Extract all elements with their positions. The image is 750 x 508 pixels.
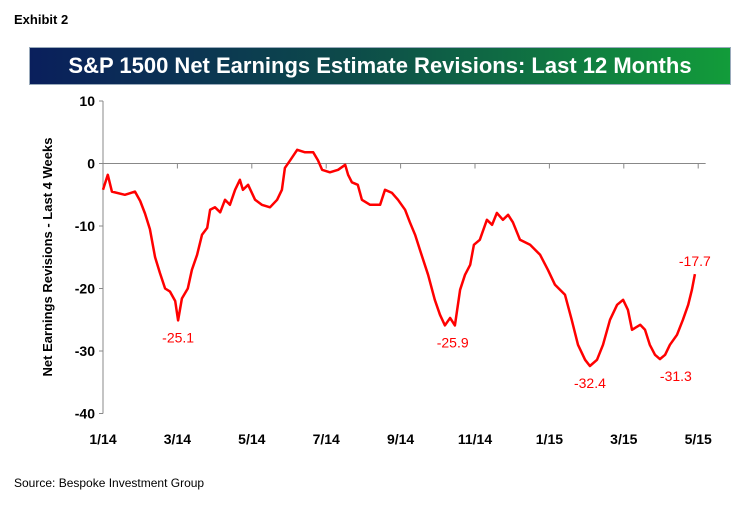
data-label: -17.7: [679, 253, 711, 269]
chart-title: S&P 1500 Net Earnings Estimate Revisions…: [68, 53, 692, 78]
x-tick-label: 7/14: [313, 431, 340, 447]
y-tick-label: -20: [75, 281, 95, 297]
data-label: -32.4: [574, 375, 606, 391]
x-tick-label: 3/14: [164, 431, 191, 447]
x-tick-label: 1/14: [89, 431, 116, 447]
y-tick-label: -40: [75, 406, 95, 422]
y-tick-label: -30: [75, 343, 95, 359]
exhibit-label: Exhibit 2: [14, 12, 69, 27]
data-label: -31.3: [660, 368, 692, 384]
series-line: [101, 148, 697, 368]
data-label: -25.1: [162, 329, 194, 345]
x-tick-label: 3/15: [610, 431, 637, 447]
source-note: Source: Bespoke Investment Group: [14, 476, 205, 490]
x-tick-label: 5/15: [685, 431, 712, 447]
y-tick-label: -10: [75, 218, 95, 234]
title-banner: S&P 1500 Net Earnings Estimate Revisions…: [29, 47, 731, 85]
x-tick-label: 5/14: [238, 431, 265, 447]
y-tick-label: 0: [87, 156, 95, 172]
data-label: -25.9: [437, 334, 469, 350]
x-tick-label: 1/15: [536, 431, 563, 447]
x-tick-label: 11/14: [458, 431, 492, 447]
y-axis-label: Net Earnings Revisions - Last 4 Weeks: [40, 138, 55, 377]
x-tick-label: 9/14: [387, 431, 414, 447]
y-tick-label: 10: [79, 93, 95, 109]
